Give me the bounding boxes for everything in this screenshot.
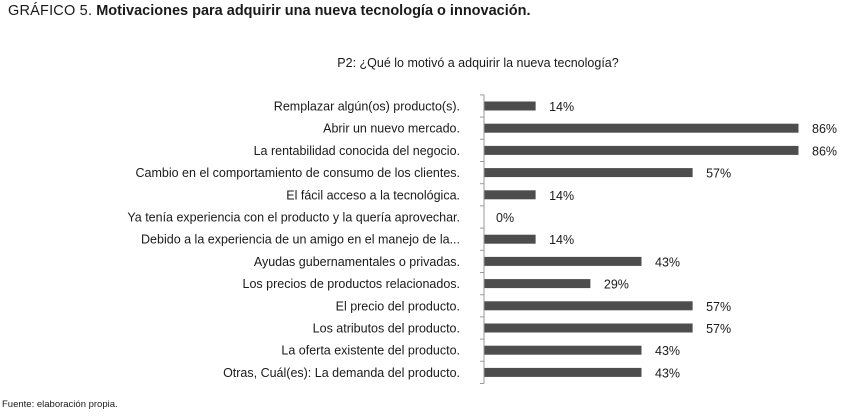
category-label: La oferta existente del producto. [281, 344, 460, 358]
bars [484, 101, 799, 377]
bar [484, 345, 642, 355]
category-label: Ya tenía experiencia con el producto y l… [127, 211, 460, 225]
category-axis-ticks [480, 94, 484, 384]
value-label: 14% [549, 233, 574, 247]
bar [484, 123, 799, 133]
category-label: Los precios de productos relacionados. [243, 277, 461, 291]
category-label: Cambio en el comportamiento de consumo d… [136, 166, 460, 180]
value-label: 57% [706, 167, 731, 181]
bar [484, 323, 693, 333]
value-label: 14% [549, 189, 574, 203]
bar [484, 279, 591, 289]
figure-title-text: Motivaciones para adquirir una nueva tec… [96, 3, 531, 19]
figure-title-lead: GRÁFICO 5. [8, 3, 93, 19]
chart-title: P2: ¿Qué lo motivó a adquirir la nueva t… [337, 56, 619, 70]
value-label: 29% [604, 278, 629, 292]
bar [484, 145, 799, 155]
bar [484, 168, 693, 178]
value-label: 43% [655, 255, 680, 269]
value-label: 0% [496, 211, 514, 225]
value-labels: 14% 86% 86% 57% 14% 0% 14% 43% 29% 57% 57% 43% 43% [496, 100, 837, 380]
category-label: Remplazar algún(os) producto(s). [274, 100, 460, 114]
value-label: 43% [655, 366, 680, 380]
category-labels: Remplazar algún(os) producto(s). Abrir un… [127, 100, 460, 380]
value-label: 86% [812, 122, 837, 136]
category-label: Abrir un nuevo mercado. [323, 122, 460, 136]
bar [484, 301, 693, 311]
bar [484, 234, 536, 244]
source-note: Fuente: elaboración propia. [2, 399, 118, 410]
value-label: 57% [706, 322, 731, 336]
value-label: 14% [549, 100, 574, 114]
figure-title: GRÁFICO 5. Motivaciones para adquirir un… [8, 3, 531, 19]
value-label: 57% [706, 300, 731, 314]
category-label: El fácil acceso a la tecnológica. [286, 188, 460, 202]
bar [484, 101, 536, 111]
bar [484, 190, 536, 200]
category-label: Otras, Cuál(es): La demanda del producto… [223, 366, 460, 380]
bar [484, 367, 642, 377]
value-label: 86% [812, 144, 837, 158]
category-label: Debido a la experiencia de un amigo en e… [141, 233, 460, 247]
value-label: 43% [655, 344, 680, 358]
category-label: La rentabilidad conocida del negocio. [254, 144, 460, 158]
category-label: Ayudas gubernamentales o privadas. [254, 255, 460, 269]
category-label: Los atributos del producto. [313, 322, 460, 336]
category-label: El precio del producto. [336, 299, 460, 313]
bar [484, 256, 642, 266]
